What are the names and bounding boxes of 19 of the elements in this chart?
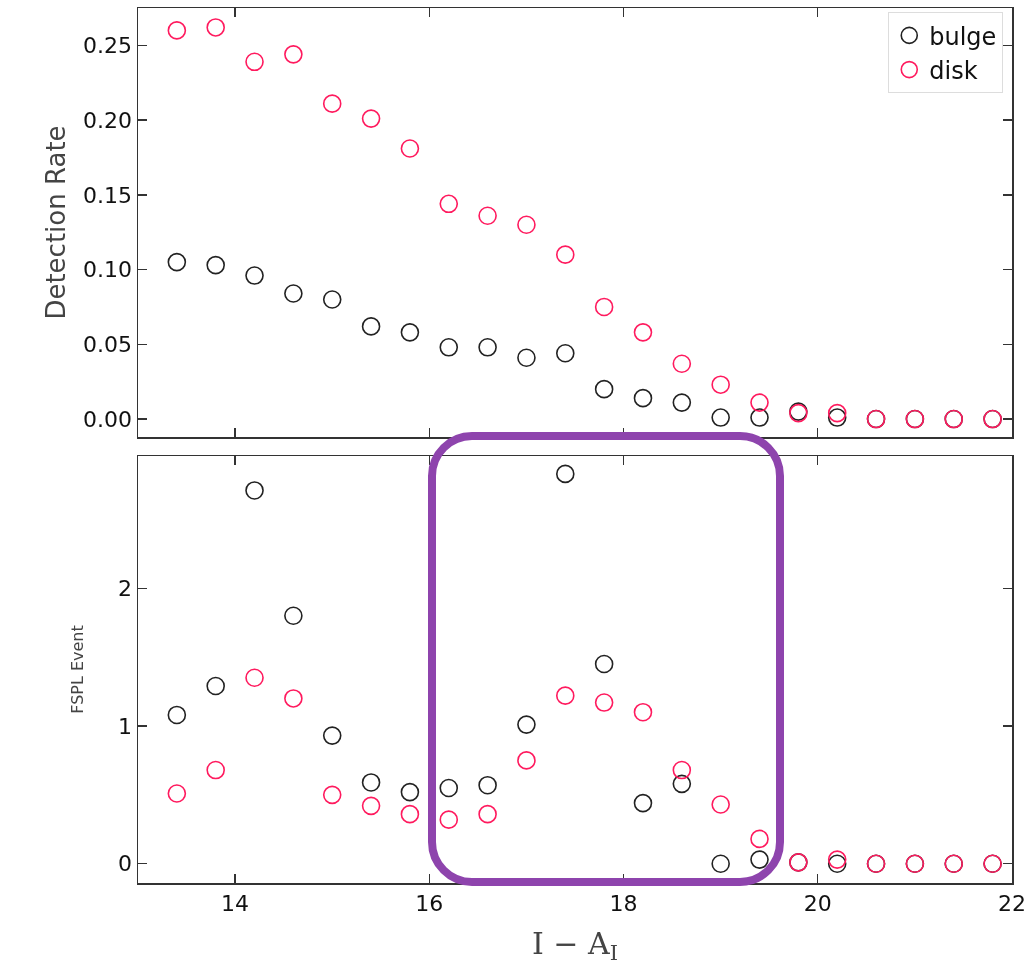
- x-tick-label: 20: [803, 890, 832, 916]
- y-tick-label: 0.20: [83, 107, 133, 133]
- x-axis-title: I − A$_{I}$: [531, 926, 619, 966]
- x-tick-label: 14: [221, 890, 250, 916]
- y-tick-label: 0.15: [83, 182, 133, 208]
- y-tick-label: 0: [118, 851, 133, 877]
- y-tick-label: 0.05: [83, 332, 133, 358]
- y-tick-label: 0.25: [83, 33, 133, 59]
- legend-label: disk: [929, 56, 978, 85]
- x-tick-label: 22: [998, 890, 1026, 916]
- legend-label: bulge: [929, 22, 997, 51]
- y-tick-label: 0.10: [83, 257, 133, 283]
- x-tick-label: 18: [609, 890, 638, 916]
- y-axis-title: Detection Rate: [40, 125, 71, 320]
- y-axis-title: FSPL Event: [68, 625, 88, 714]
- y-tick-label: 2: [118, 575, 133, 601]
- y-tick-label: 1: [118, 713, 133, 739]
- x-tick-label: 16: [415, 890, 444, 916]
- y-tick-label: 0.00: [83, 406, 133, 432]
